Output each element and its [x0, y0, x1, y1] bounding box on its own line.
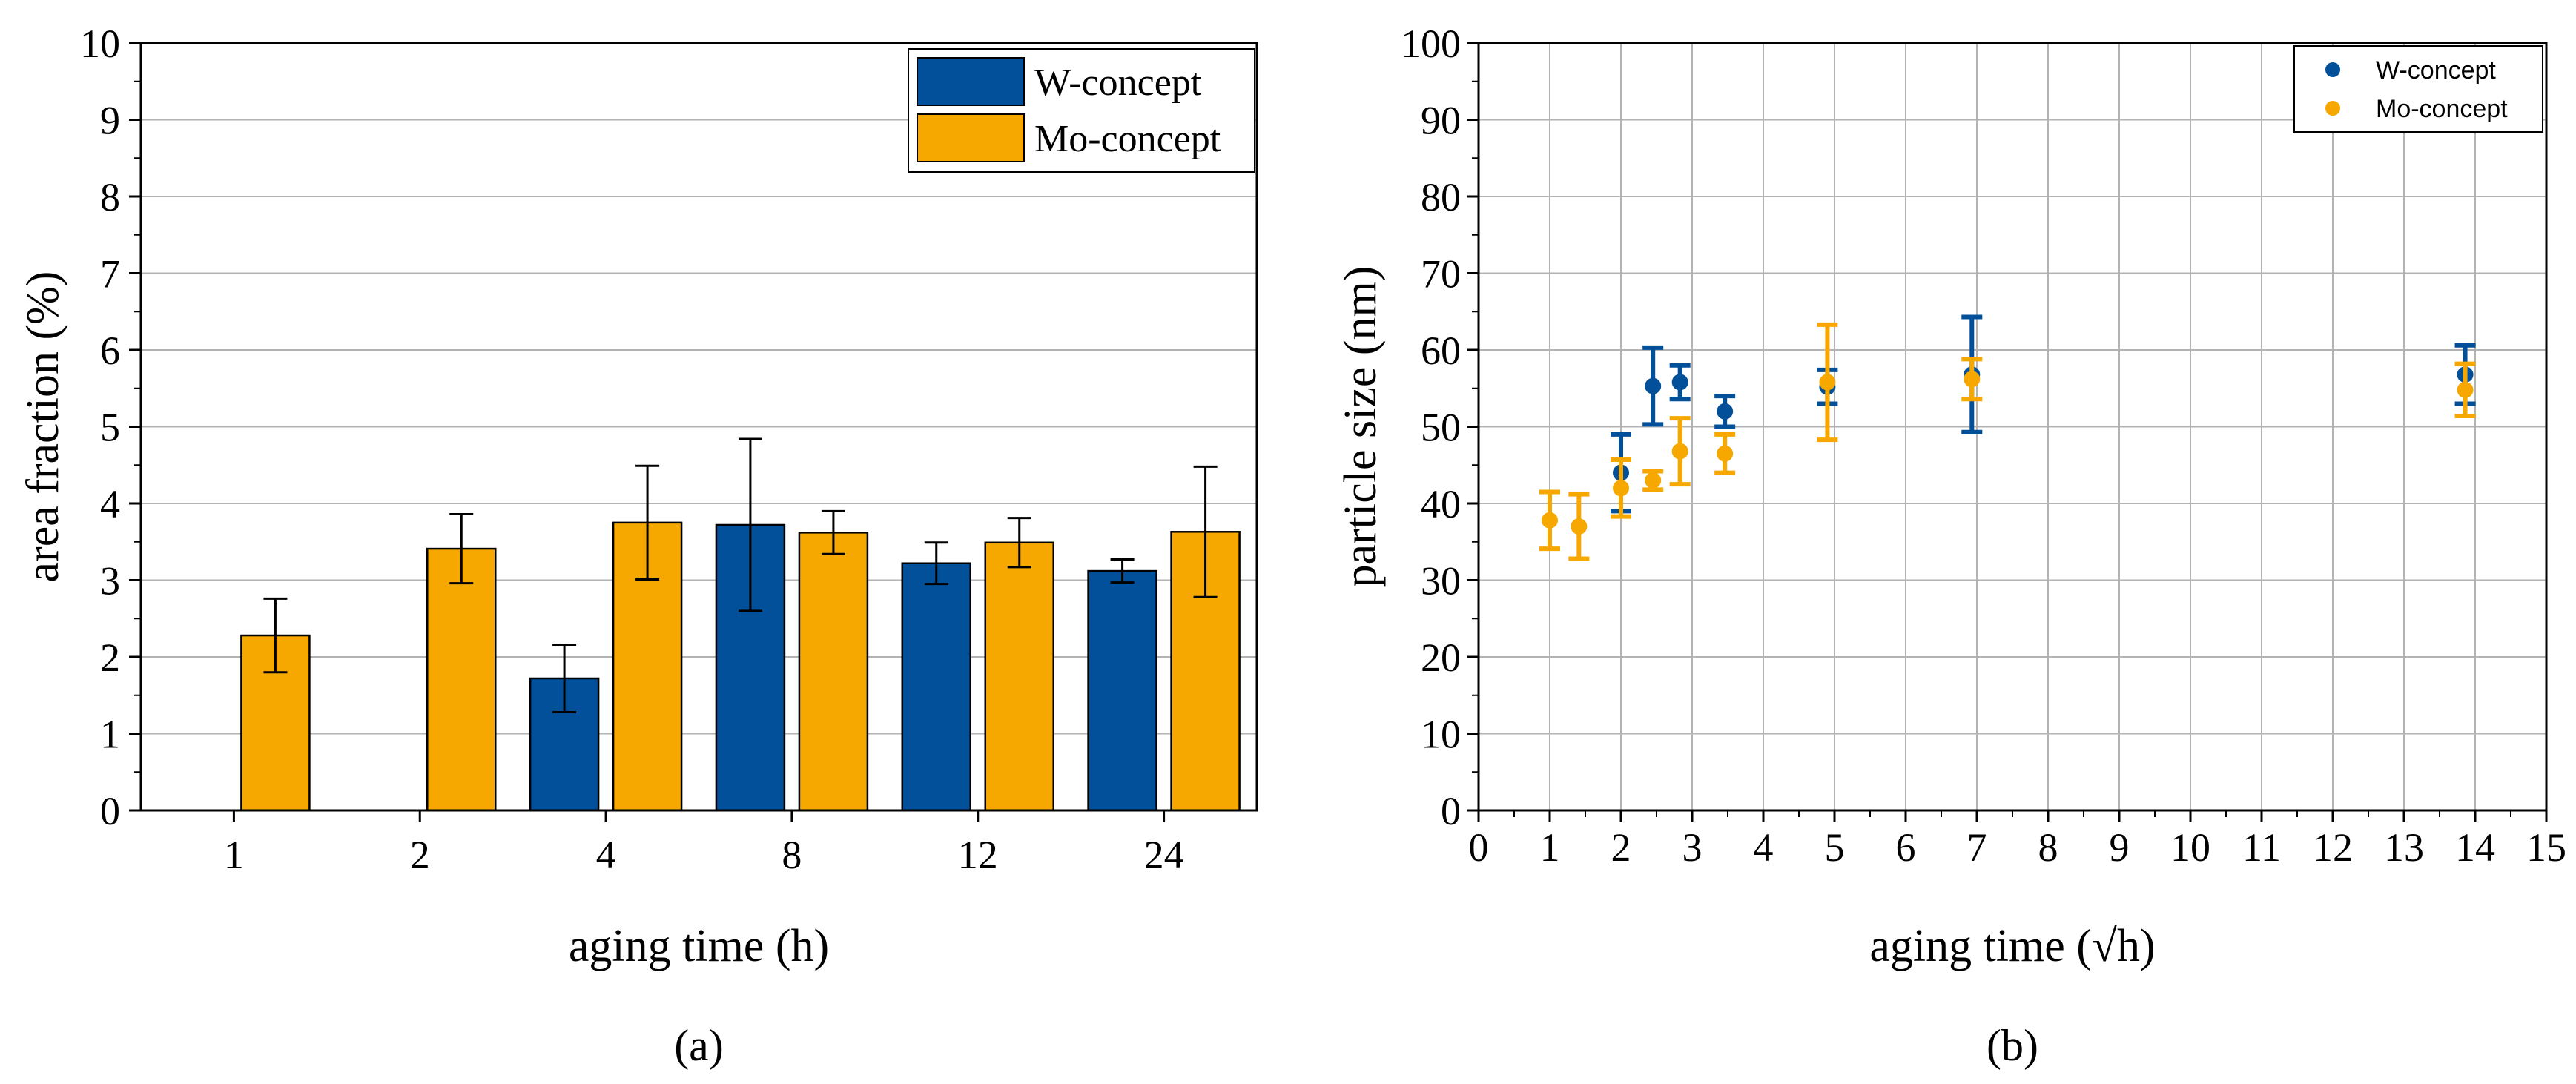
- point-mo-concept: [1542, 512, 1558, 529]
- a-y-tick-label: 2: [100, 635, 120, 680]
- b-x-tick-label: 14: [2455, 825, 2495, 870]
- point-mo-concept: [2457, 381, 2474, 398]
- a-y-axis-label: area fraction (%): [18, 271, 68, 583]
- b-points: [1539, 314, 2476, 561]
- b-x-tick-label: 0: [1469, 825, 1489, 870]
- a-y-tick-label: 7: [100, 252, 120, 297]
- b-legend-label-mo-concept: Mo-concept: [2376, 95, 2508, 123]
- b-legend-label-w-concept: W-concept: [2376, 56, 2496, 85]
- a-legend-swatch-w-concept: [917, 57, 1025, 106]
- bar-mo-concept-8h: [798, 532, 869, 812]
- chart-particle-size: 0 1 2 3 4 5 6 7 8 9 10 11 12 13 14 15010203040506070809…: [1335, 22, 2566, 1070]
- b-y-tick-label: 60: [1421, 328, 1461, 373]
- b-legend-marker-mo-concept: [2325, 101, 2340, 116]
- bar-mo-concept-12h: [984, 541, 1054, 812]
- b-x-tick-label: 1: [1540, 825, 1560, 870]
- point-w-concept: [1645, 377, 1662, 394]
- b-panel-label: (b): [1987, 1021, 2038, 1070]
- a-y-tick-label: 3: [100, 559, 120, 604]
- a-bars: [240, 437, 1241, 812]
- b-x-tick-label: 2: [1611, 825, 1631, 870]
- a-legend-swatch-mo-concept: [917, 113, 1025, 162]
- b-y-tick-label: 70: [1421, 252, 1461, 297]
- b-x-tick-label: 8: [2038, 825, 2058, 870]
- b-x-tick-label: 9: [2110, 825, 2130, 870]
- a-y-tick-label: 5: [100, 406, 120, 450]
- b-y-tick-label: 100: [1401, 22, 1461, 66]
- point-mo-concept: [1571, 518, 1588, 535]
- point-mo-concept: [1717, 445, 1734, 462]
- point-w-concept: [1717, 403, 1734, 420]
- b-x-tick-label: 3: [1682, 825, 1703, 870]
- b-x-tick-label: 13: [2384, 825, 2424, 870]
- b-x-tick-label: 5: [1825, 825, 1845, 870]
- b-x-tick-label: 11: [2242, 825, 2281, 870]
- b-y-tick-label: 0: [1441, 789, 1461, 833]
- b-legend-box: [2293, 45, 2543, 133]
- point-w-concept: [1671, 374, 1688, 391]
- b-y-tick-label: 10: [1421, 713, 1461, 757]
- point-mo-concept: [1645, 472, 1662, 489]
- bar-w-concept-12h: [901, 562, 971, 812]
- b-x-axis-label: aging time (√h): [1869, 921, 2155, 971]
- a-panel-label: (a): [674, 1021, 724, 1070]
- b-gridlines: [1479, 43, 2546, 810]
- bar-mo-concept-2h: [426, 547, 497, 812]
- b-legend: W-concept Mo-concept: [2293, 45, 2543, 133]
- a-x-tick-label: 2: [410, 833, 430, 877]
- a-y-tick-label: 0: [100, 789, 120, 833]
- a-x-tick-label: 1: [224, 833, 244, 877]
- a-y-tick-label: 10: [80, 22, 120, 66]
- a-legend-label-w-concept: W-concept: [1034, 62, 1202, 104]
- a-gridlines: [141, 119, 1257, 735]
- b-y-tick-label: 90: [1421, 99, 1461, 143]
- a-y-tick-label: 6: [100, 328, 120, 373]
- b-y-axis-label: particle size (nm): [1335, 266, 1386, 588]
- b-y-tick-label: 40: [1421, 482, 1461, 526]
- b-axis-ticks: 0 1 2 3 4 5 6 7 8 9 10 11 12 13 14 15010203040506070809…: [1401, 22, 2566, 870]
- b-legend-marker-w-concept: [2325, 62, 2340, 77]
- a-x-axis-label: aging time (h): [569, 921, 829, 971]
- a-legend-label-mo-concept: Mo-concept: [1034, 118, 1221, 160]
- bar-w-concept-24h: [1087, 569, 1157, 812]
- point-mo-concept: [1613, 480, 1629, 497]
- b-x-tick-label: 7: [1967, 825, 1987, 870]
- b-x-tick-label: 15: [2526, 825, 2566, 870]
- point-mo-concept: [1819, 374, 1836, 391]
- b-x-tick-label: 10: [2170, 825, 2210, 870]
- b-x-tick-label: 6: [1896, 825, 1916, 870]
- point-mo-concept: [1671, 443, 1688, 460]
- a-y-tick-label: 9: [100, 99, 120, 143]
- b-x-tick-label: 4: [1754, 825, 1774, 870]
- a-y-tick-label: 4: [100, 482, 120, 526]
- b-y-tick-label: 50: [1421, 406, 1461, 450]
- b-y-tick-label: 80: [1421, 175, 1461, 219]
- point-mo-concept: [1964, 371, 1981, 388]
- a-x-tick-label: 8: [782, 833, 802, 877]
- b-y-tick-label: 30: [1421, 559, 1461, 604]
- a-legend: W-concept Mo-concept: [908, 48, 1255, 173]
- a-x-tick-label: 12: [958, 833, 998, 877]
- a-y-tick-label: 1: [100, 713, 120, 757]
- b-y-tick-label: 20: [1421, 635, 1461, 680]
- a-y-tick-label: 8: [100, 175, 120, 219]
- a-x-tick-label: 4: [596, 833, 616, 877]
- b-x-tick-label: 12: [2313, 825, 2353, 870]
- a-x-tick-label: 24: [1144, 833, 1184, 877]
